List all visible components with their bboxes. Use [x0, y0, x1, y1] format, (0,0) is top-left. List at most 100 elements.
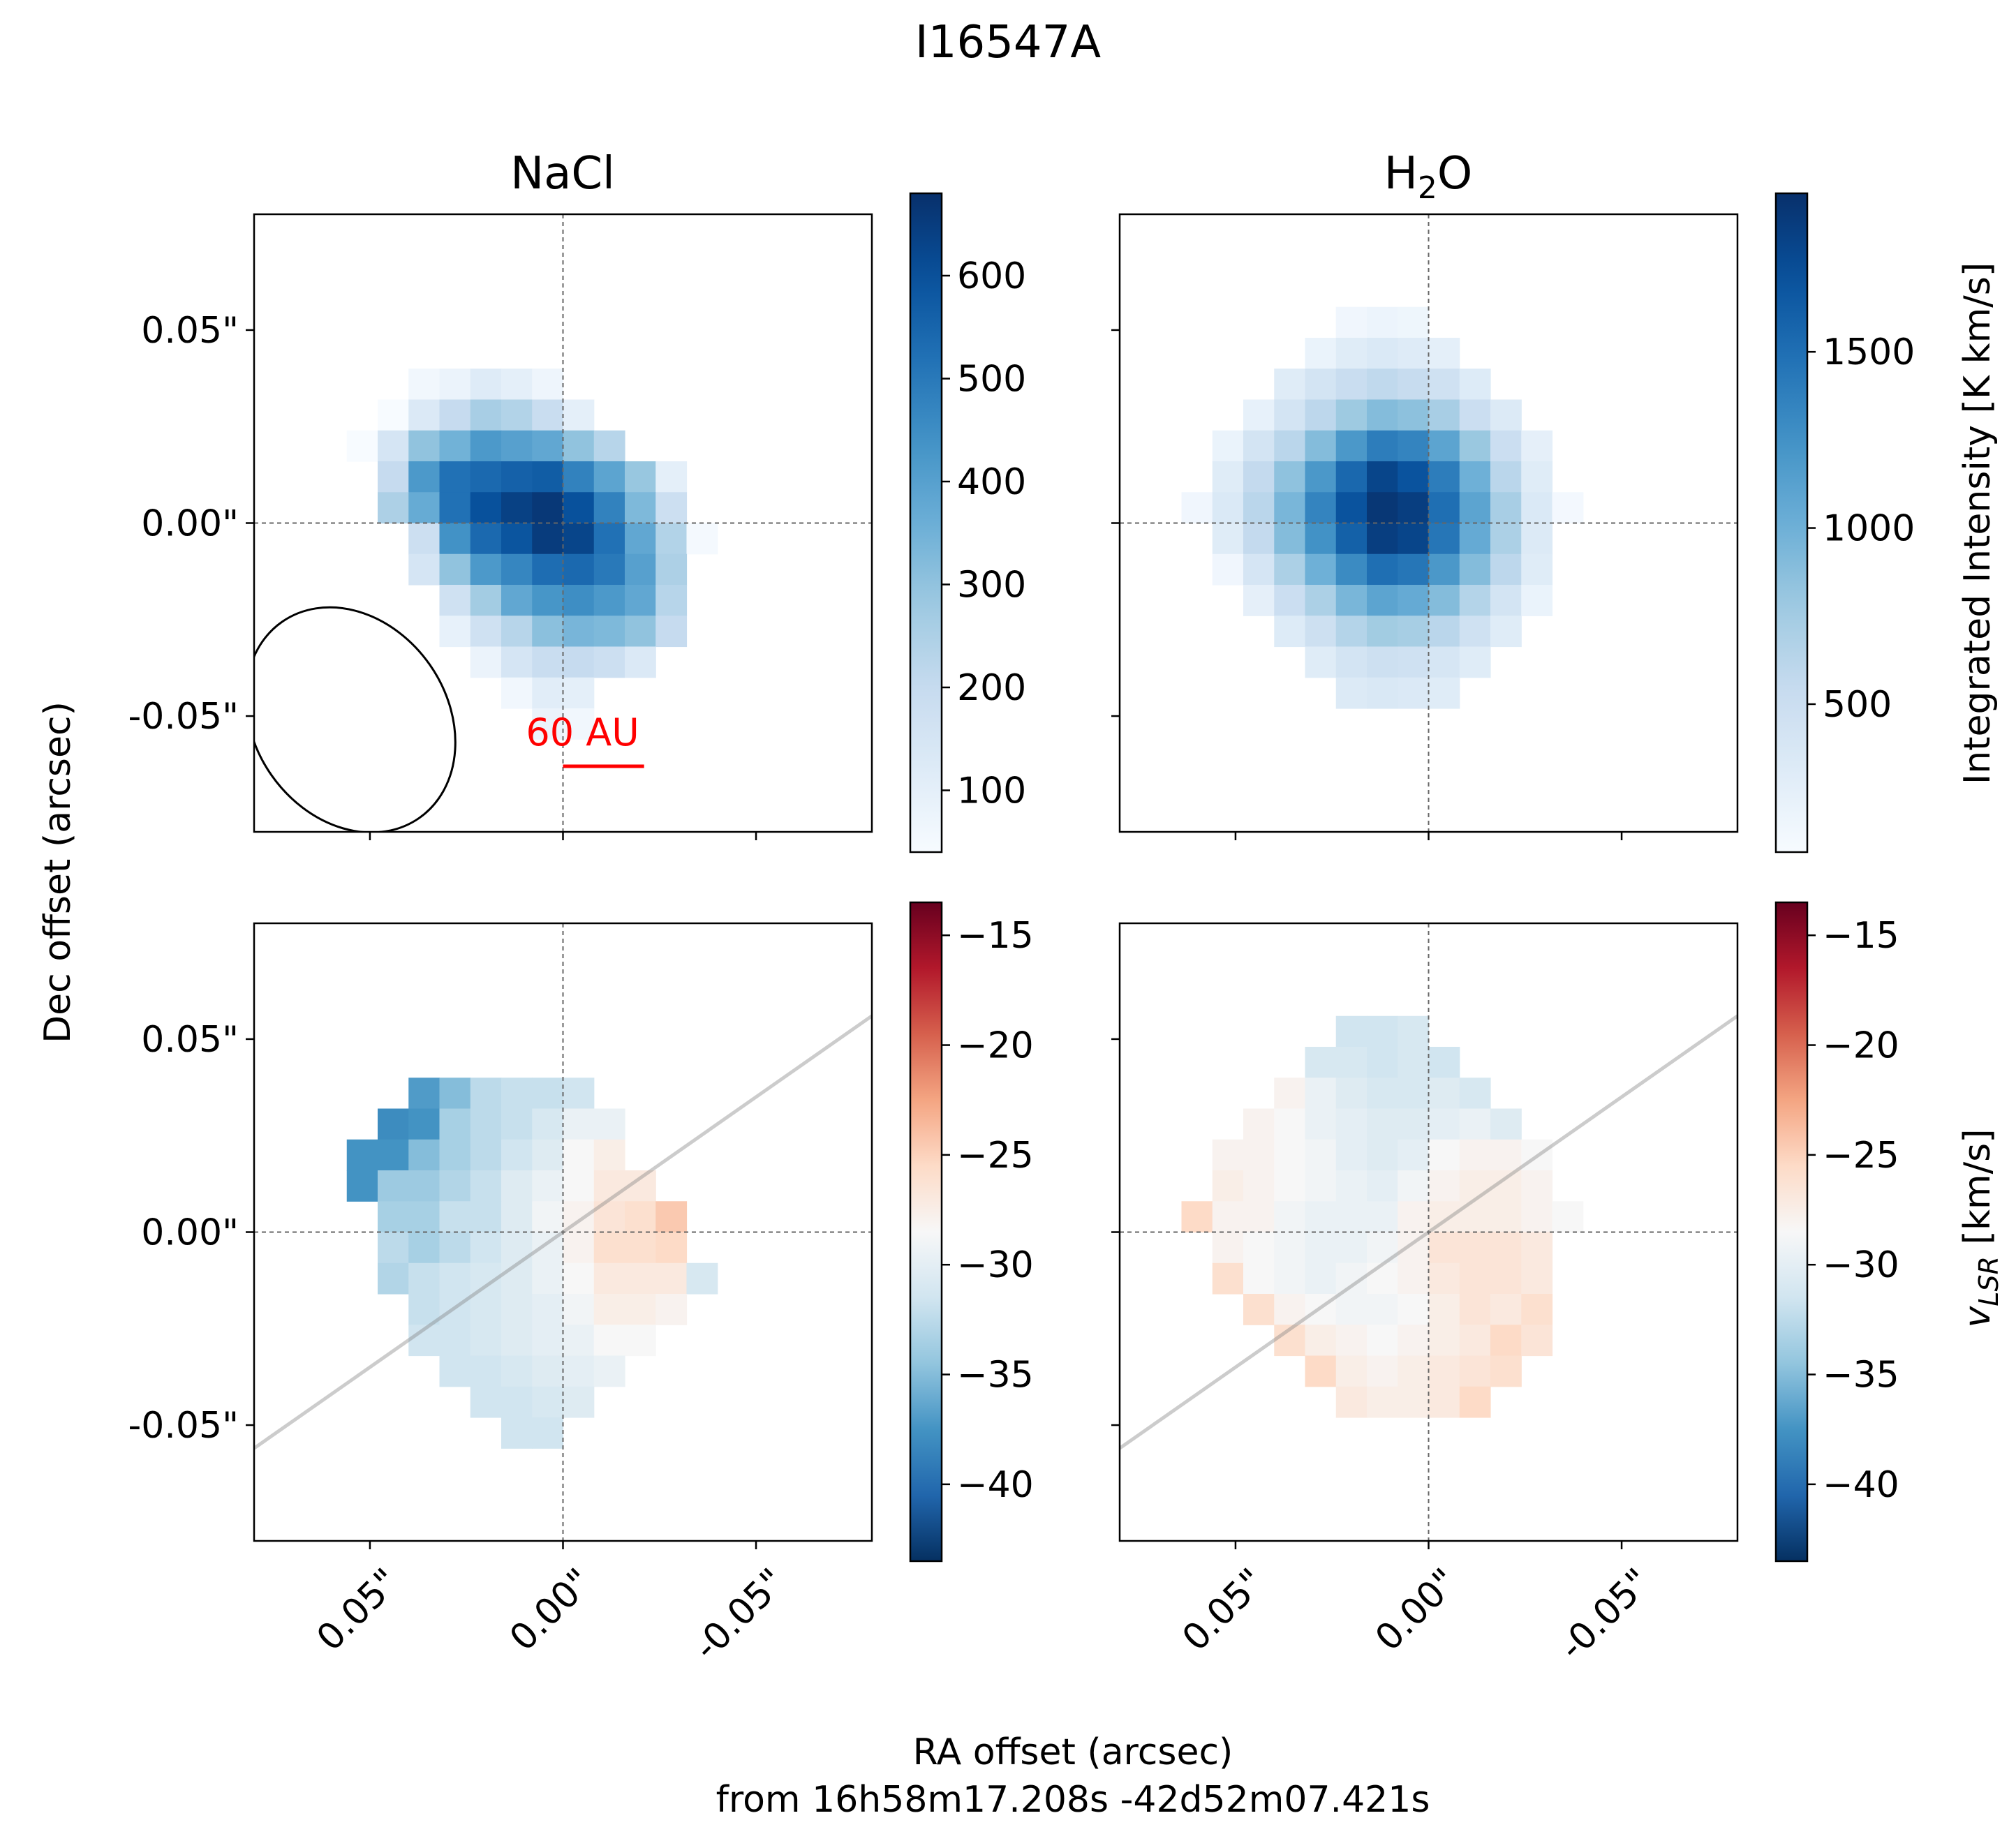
- heatmap-cell: [470, 616, 502, 648]
- y-axis-label: Dec offset (arcsec): [37, 701, 79, 1043]
- heatmap-cell: [1212, 1232, 1244, 1264]
- heatmap-cell: [1305, 1294, 1337, 1325]
- heatmap-cell: [1243, 399, 1275, 431]
- heatmap-cell: [532, 492, 564, 524]
- heatmap-cell: [408, 368, 440, 401]
- intensity-colorbar-label: Integrated Intensity [K km/s]: [1957, 262, 1999, 784]
- heatmap-cell: [1367, 677, 1398, 709]
- heatmap-cell: [408, 1078, 440, 1110]
- heatmap-cell: [470, 1262, 502, 1295]
- heatmap-cell: [1335, 1386, 1368, 1418]
- heatmap-cell: [501, 461, 533, 493]
- colorbar-tick-label: −35: [1823, 1355, 1899, 1396]
- heatmap-cell: [470, 399, 502, 431]
- heatmap-cell: [1305, 585, 1337, 616]
- colorbar-gradient: [909, 901, 943, 1563]
- heatmap-cell: [439, 461, 471, 493]
- heatmap-cell: [408, 1108, 440, 1140]
- heatmap-cell: [1335, 1232, 1368, 1264]
- colorbar-tick-label: −40: [957, 1464, 1034, 1506]
- heatmap-cell: [501, 1108, 533, 1140]
- heatmap-cell: [1459, 553, 1491, 586]
- heatmap-cell: [1335, 585, 1368, 616]
- heatmap-cell: [1490, 492, 1522, 524]
- heatmap-cell: [1367, 1355, 1398, 1387]
- heatmap-cell: [625, 523, 656, 555]
- heatmap-cell: [439, 492, 471, 524]
- colorbar-tick-label: 100: [957, 770, 1026, 812]
- heatmap-cell: [1490, 553, 1522, 586]
- panel-title-h2o-tail: O: [1437, 148, 1472, 200]
- heatmap-cell: [470, 1201, 502, 1233]
- heatmap-cell: [378, 1108, 409, 1140]
- heatmap-cell: [1398, 1386, 1430, 1418]
- y-tick-label: 0.00": [141, 503, 239, 545]
- heatmap-cell: [470, 430, 502, 462]
- heatmap-cell: [1398, 1015, 1430, 1048]
- heatmap-cell: [1335, 461, 1368, 493]
- heatmap-cell: [1212, 461, 1244, 493]
- heatmap-cell: [532, 1108, 564, 1140]
- heatmap-cell: [1305, 1047, 1337, 1078]
- heatmap-cell: [1335, 1355, 1368, 1387]
- heatmap-cell: [1459, 1386, 1491, 1418]
- heatmap-cell: [532, 1139, 564, 1171]
- heatmap-cell: [1305, 1078, 1337, 1110]
- heatmap-cell: [470, 1232, 502, 1264]
- nacl-velocity-colorbar: −40 −35 −30 −25 −20 −15: [909, 901, 1034, 1563]
- heatmap-cell: [1212, 553, 1244, 586]
- heatmap-cell: [346, 1170, 378, 1202]
- heatmap-cell: [1274, 1078, 1306, 1110]
- heatmap-cell: [593, 1108, 625, 1140]
- heatmap-cell: [1459, 1325, 1491, 1357]
- heatmap-cell: [1428, 677, 1460, 709]
- heatmap-cell: [1367, 461, 1398, 493]
- heatmap-cell: [532, 1325, 564, 1357]
- heatmap-cell: [1367, 1262, 1398, 1295]
- heatmap-cell: [1490, 585, 1522, 616]
- colorbar-tick-label: 500: [1823, 684, 1892, 726]
- heatmap-cell: [501, 1386, 533, 1418]
- heatmap-cell: [1305, 368, 1337, 401]
- y-tick-label: 0.05": [141, 310, 239, 352]
- heatmap-cell: [1428, 1294, 1460, 1325]
- heatmap-cell: [1212, 1201, 1244, 1233]
- heatmap-cell: [346, 430, 378, 462]
- heatmap-cell: [1274, 585, 1306, 616]
- heatmap-cell: [563, 1170, 595, 1202]
- heatmap-cell: [501, 585, 533, 616]
- heatmap-cell: [563, 677, 595, 709]
- figure-suptitle: I16547A: [915, 17, 1101, 68]
- heatmap-cell: [501, 616, 533, 648]
- heatmap-cell: [501, 1355, 533, 1387]
- heatmap-cell: [563, 523, 595, 555]
- heatmap-cell: [655, 461, 688, 493]
- heatmap-cell: [1398, 523, 1430, 555]
- heatmap-cell: [1428, 399, 1460, 431]
- heatmap-cell: [686, 523, 718, 555]
- heatmap-cell: [1521, 1262, 1553, 1295]
- heatmap-cell: [1305, 399, 1337, 431]
- heatmap-cell: [1335, 553, 1368, 586]
- heatmap-cell: [1212, 1262, 1244, 1295]
- heatmap-cell: [1305, 1325, 1337, 1357]
- colorbar-tick-label: 400: [957, 461, 1026, 503]
- heatmap-cell: [563, 1325, 595, 1357]
- heatmap-cell: [501, 399, 533, 431]
- heatmap-cell: [408, 430, 440, 462]
- heatmap-cell: [501, 1325, 533, 1357]
- heatmap-cell: [655, 1201, 688, 1233]
- heatmap-cell: [1274, 1201, 1306, 1233]
- heatmap-cell: [1367, 1108, 1398, 1140]
- heatmap-cell: [1367, 585, 1398, 616]
- heatmap-cell: [593, 461, 625, 493]
- heatmap-cell: [1335, 1325, 1368, 1357]
- heatmap-cell: [439, 368, 471, 401]
- heatmap-cell: [1398, 553, 1430, 586]
- heatmap-cell: [1305, 616, 1337, 648]
- heatmap-cell: [1459, 616, 1491, 648]
- heatmap-cell: [1521, 430, 1553, 462]
- heatmap-cell: [1459, 523, 1491, 555]
- y-tick-label: -0.05": [128, 696, 239, 738]
- heatmap-cell: [532, 677, 564, 709]
